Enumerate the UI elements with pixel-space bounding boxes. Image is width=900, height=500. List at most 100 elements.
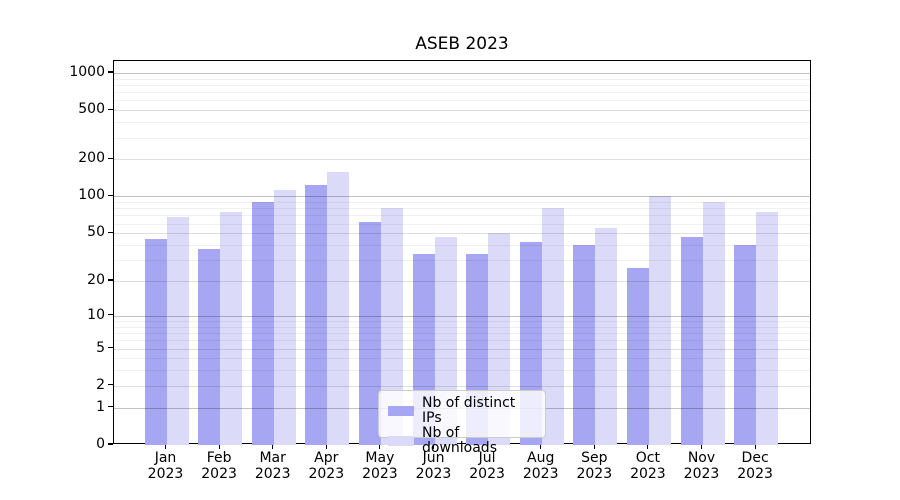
x-tick-label-month-line: Jan: [154, 450, 177, 466]
gridline-800: [114, 84, 810, 86]
y-tick-label-200: 200: [78, 150, 105, 167]
bar-downloads-dec: [756, 211, 779, 445]
x-tick-label-month-line: May: [365, 450, 395, 466]
gridline-90: [114, 202, 810, 204]
gridline-2: [114, 385, 810, 387]
legend-swatch-downloads-icon: [388, 436, 414, 446]
y-tick-100: [108, 194, 113, 197]
x-tick-sep: [593, 444, 595, 449]
gridline-50: [114, 233, 810, 235]
x-tick-label-year-line: 2023: [147, 466, 184, 482]
x-tick-label-year-line: 2023: [201, 466, 237, 482]
gridline-900: [114, 78, 810, 80]
x-tick-label-month-line: Mar: [259, 450, 286, 466]
x-tick-label-jun: Jun 2023: [406, 450, 462, 482]
gridline-200: [114, 159, 810, 161]
gridline-40: [114, 245, 810, 246]
y-tick-label-0: 0: [96, 436, 105, 452]
gridline-70: [114, 215, 810, 217]
gridline-9: [114, 321, 810, 322]
y-tick-label-1: 1: [96, 398, 105, 415]
bar-downloads-aug: [541, 207, 564, 445]
x-tick-jul: [486, 444, 488, 449]
x-tick-dec: [754, 444, 756, 449]
gridline-400: [114, 122, 810, 124]
x-tick-apr: [325, 444, 327, 449]
gridline-4: [114, 358, 810, 360]
legend-label-downloads: Nb of downloads: [422, 425, 497, 456]
bar-downloads-feb: [220, 211, 243, 445]
bar-downloads-sep: [595, 228, 618, 445]
x-tick-label-month-line: Apr: [314, 450, 339, 466]
y-tick-label-10: 10: [87, 306, 105, 323]
y-tick-1000: [108, 71, 113, 73]
x-tick-label-year-line: 2023: [415, 466, 452, 482]
x-tick-may: [379, 444, 381, 449]
bar-distinct-ips-sep: [573, 245, 596, 445]
bar-distinct-ips-nov: [680, 236, 703, 445]
gridline-700: [114, 92, 810, 94]
bar-distinct-ips-oct: [626, 267, 649, 445]
x-tick-mar: [272, 444, 274, 449]
y-tick-label-500: 500: [78, 101, 105, 118]
x-tick-label-feb: Feb 2023: [191, 450, 247, 482]
y-tick-500: [108, 108, 113, 110]
y-tick-label-5: 5: [96, 339, 105, 356]
bar-downloads-jan: [166, 216, 189, 445]
y-tick-2: [108, 384, 113, 386]
y-tick-20: [108, 279, 113, 281]
plot-area: [113, 60, 811, 445]
x-tick-label-month-line: Nov: [687, 450, 716, 466]
y-tick-label-20: 20: [87, 272, 105, 289]
legend-item-distinct-ips: Nb of distinct IPs: [388, 396, 536, 426]
x-tick-label-jul: Jul 2023: [459, 450, 515, 482]
legend-label-distinct-ips: Nb of distinct IPs: [422, 395, 516, 426]
gridline-60: [114, 223, 810, 225]
x-tick-label-apr: Apr 2023: [298, 450, 354, 482]
bar-downloads-mar: [273, 190, 296, 445]
gridline-500: [114, 110, 810, 112]
gridline-30: [114, 260, 810, 262]
y-tick-1: [108, 406, 113, 408]
bar-downloads-nov: [702, 202, 725, 445]
x-tick-label-mar: Mar 2023: [245, 450, 301, 482]
x-tick-label-year-line: 2023: [576, 466, 613, 482]
bar-distinct-ips-jan: [144, 238, 167, 445]
gridline-300: [114, 137, 810, 139]
gridline-8: [114, 326, 810, 328]
y-tick-200: [108, 157, 113, 159]
legend-swatch-distinct-ips-icon: [388, 406, 414, 416]
y-tick-10: [108, 314, 113, 316]
bar-distinct-ips-dec: [734, 245, 757, 445]
x-tick-label-year-line: 2023: [254, 466, 291, 482]
x-tick-label-year-line: 2023: [630, 466, 666, 482]
x-tick-label-year-line: 2023: [737, 466, 773, 482]
x-tick-label-dec: Dec 2023: [727, 450, 783, 482]
x-tick-jan: [164, 444, 167, 449]
x-tick-label-month-line: Oct: [635, 450, 660, 466]
x-tick-label-sep: Sep 2023: [566, 450, 622, 482]
x-tick-label-year-line: 2023: [683, 466, 720, 482]
x-tick-label-jan: Jan 2023: [138, 450, 194, 482]
x-tick-label-year-line: 2023: [308, 466, 345, 482]
gridline-3: [114, 370, 810, 372]
x-tick-label-month-line: Aug: [527, 450, 555, 466]
chart-title: ASEB 2023: [415, 34, 509, 54]
x-tick-feb: [218, 444, 220, 449]
y-tick-5: [108, 346, 113, 349]
legend: Nb of distinct IPs Nb of downloads: [378, 390, 546, 456]
x-tick-label-year-line: 2023: [522, 466, 559, 482]
bar-distinct-ips-mar: [251, 202, 274, 445]
x-tick-label-aug: Aug 2023: [513, 450, 569, 482]
x-tick-label-year-line: 2023: [469, 466, 505, 482]
gridline-6: [114, 340, 810, 342]
gridline-10: [114, 315, 810, 317]
x-tick-aug: [540, 444, 542, 449]
gridline-5: [114, 348, 810, 350]
x-tick-label-nov: Nov 2023: [674, 450, 730, 482]
x-tick-label-month-line: Feb: [206, 450, 232, 466]
x-tick-label-month-line: Dec: [741, 450, 769, 466]
bar-distinct-ips-apr: [305, 184, 328, 445]
gridline-100: [114, 196, 810, 198]
bar-downloads-may: [380, 208, 403, 445]
